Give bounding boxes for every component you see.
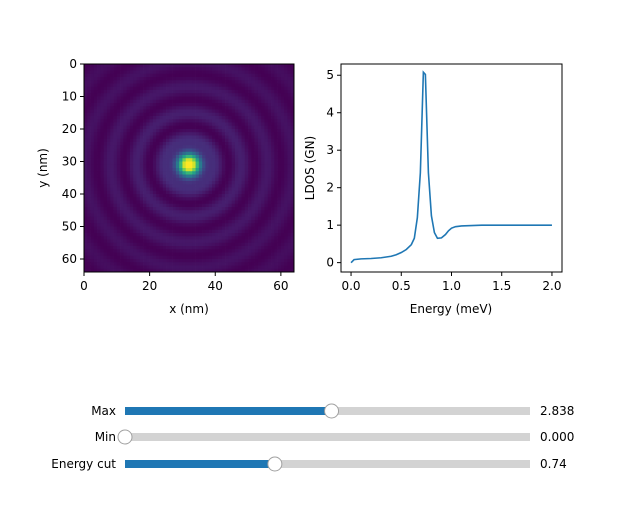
line-ytick-label: 4	[326, 106, 334, 120]
line-ytick-label: 0	[326, 256, 334, 270]
heatmap-ytick-label: 30	[62, 155, 77, 169]
heatmap-xtick-label: 60	[273, 279, 288, 293]
slider-max[interactable]: Max 2.838	[91, 403, 574, 419]
heatmap-xtick-label: 0	[80, 279, 88, 293]
slider-fill	[125, 460, 275, 468]
slider-panel: Max 2.838 Min 0.000 Energy cut 0.74	[51, 403, 575, 472]
slider-max-value: 2.838	[540, 404, 574, 418]
line-frame	[340, 63, 563, 273]
line-ylabel: LDOS (GN)	[303, 136, 317, 200]
line-xtick-label: 1.5	[492, 279, 511, 293]
heatmap-ytick-label: 20	[62, 122, 77, 136]
heatmap-ytick-label: 60	[62, 252, 77, 266]
slider-track[interactable]	[125, 460, 530, 468]
line-ytick-label: 2	[326, 181, 334, 195]
slider-max-label: Max	[91, 404, 116, 418]
slider-energy-cut-label: Energy cut	[51, 457, 116, 471]
line-xlabel: Energy (meV)	[410, 302, 492, 316]
slider-min-label: Min	[95, 430, 116, 444]
line-ytick-label: 1	[326, 218, 334, 232]
heatmap-ytick-label: 50	[62, 220, 77, 234]
heatmap-ytick-label: 10	[62, 90, 77, 104]
line-xtick-label: 1.0	[442, 279, 461, 293]
heatmap-frame	[83, 63, 295, 273]
slider-min[interactable]: Min 0.000	[95, 429, 575, 445]
ldos-series-line	[350, 70, 552, 264]
slider-fill	[125, 407, 332, 415]
heatmap-ytick-label: 40	[62, 187, 77, 201]
line-ytick-label: 5	[326, 68, 334, 82]
slider-handle[interactable]	[117, 429, 133, 445]
slider-handle[interactable]	[267, 456, 283, 472]
line-xtick-label: 0.0	[341, 279, 360, 293]
ldos-energy-plot: 0.0 0.5 1.0 1.5 2.0 0 1 2 3 4 5 Energy (meV) LDOS…	[303, 63, 563, 316]
heatmap-image	[84, 64, 295, 273]
line-ytick-label: 3	[326, 143, 334, 157]
slider-energy-cut[interactable]: Energy cut 0.74	[51, 456, 567, 472]
heatmap-xtick-label: 40	[208, 279, 223, 293]
ldos-map-plot: 0 20 40 60 0 10 20 30 40 50 60 x (nm) y (nm)	[36, 57, 295, 316]
slider-energy-cut-value: 0.74	[540, 457, 567, 471]
line-xtick-label: 0.5	[392, 279, 411, 293]
heatmap-ytick-label: 0	[69, 57, 77, 71]
line-xtick-label: 2.0	[542, 279, 561, 293]
slider-min-value: 0.000	[540, 430, 574, 444]
heatmap-ylabel: y (nm)	[36, 148, 50, 188]
heatmap-xtick-label: 20	[142, 279, 157, 293]
slider-handle[interactable]	[324, 403, 340, 419]
heatmap-xlabel: x (nm)	[169, 302, 209, 316]
slider-track[interactable]	[125, 433, 530, 441]
